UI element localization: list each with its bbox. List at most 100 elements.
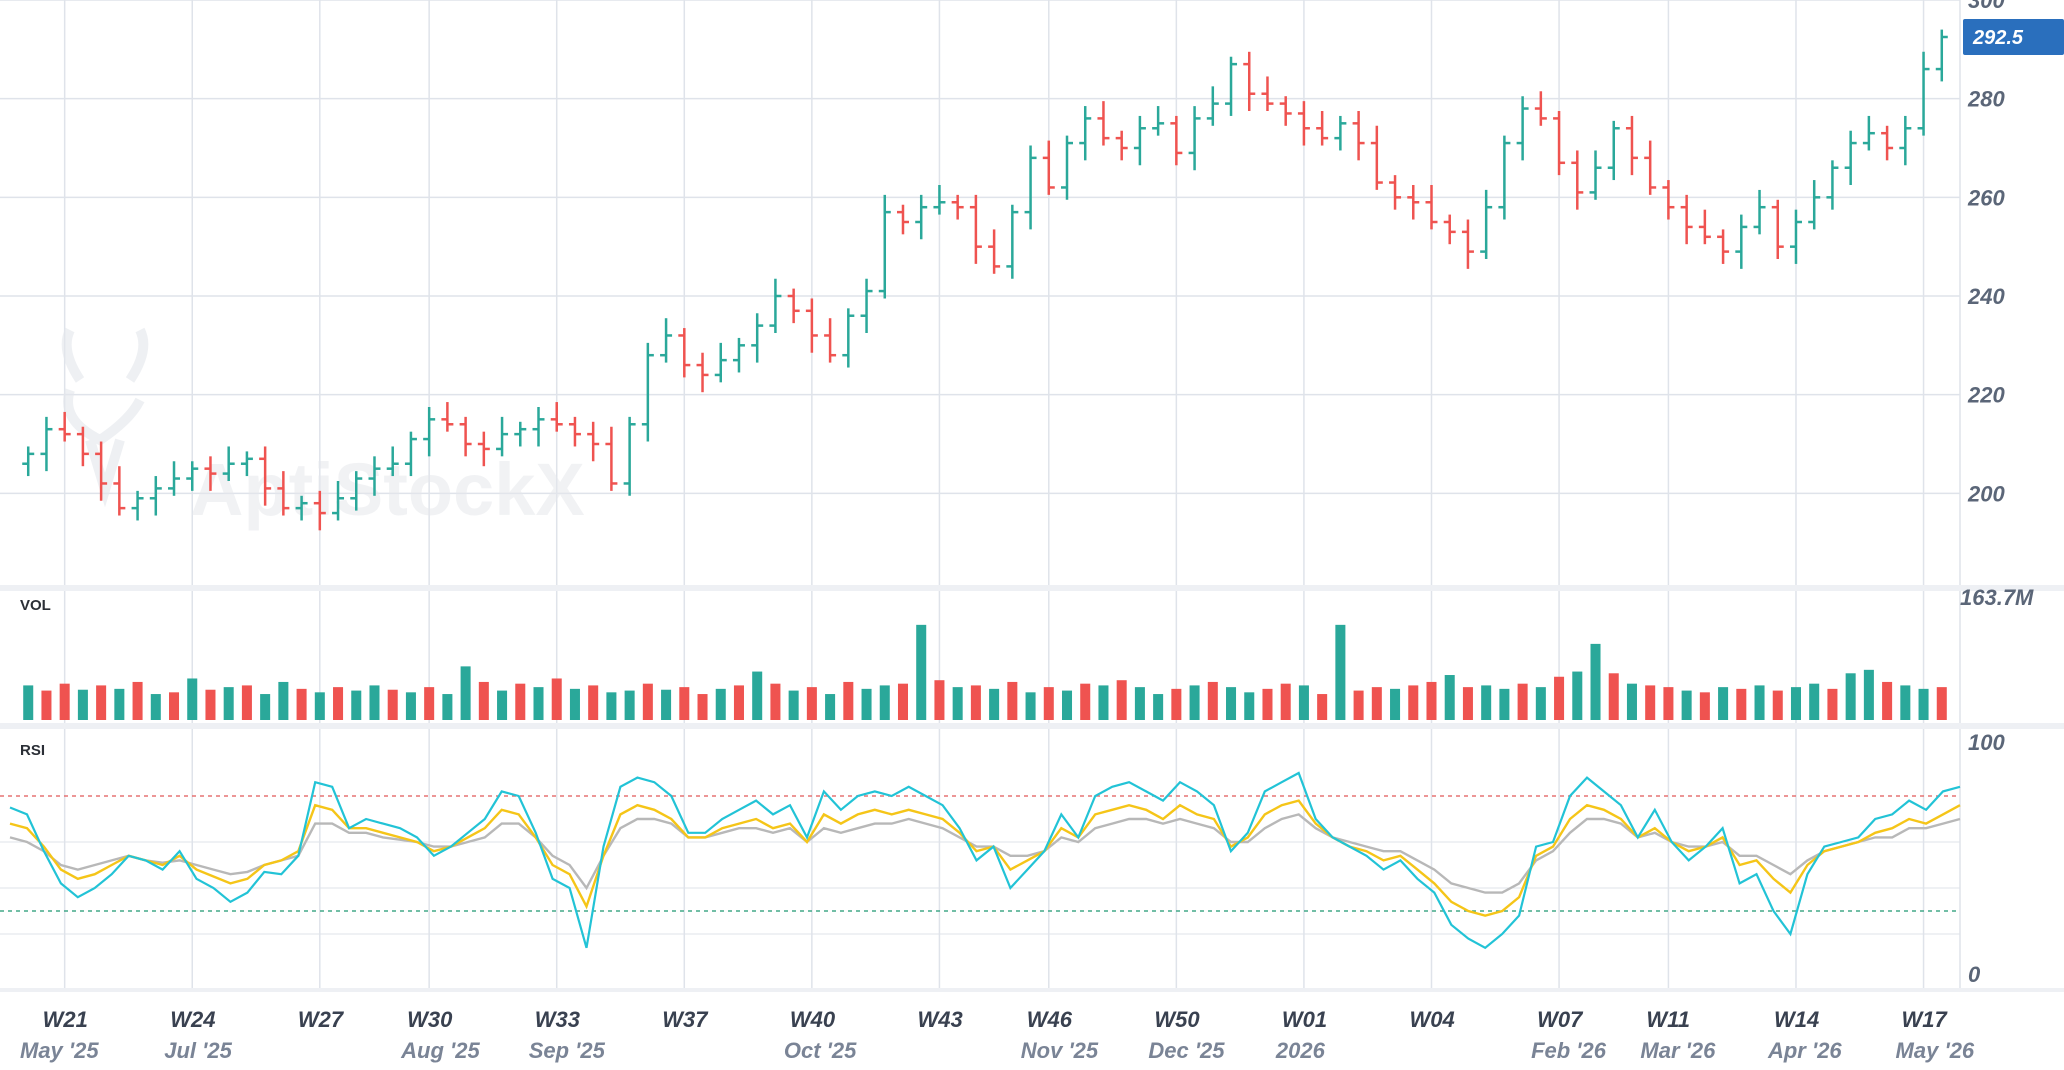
month-tick-label: Dec '25 [1148, 1038, 1225, 1063]
ohlc-bar [368, 456, 381, 496]
price-tick-label: 240 [1967, 284, 2005, 309]
volume-bar [1845, 673, 1856, 720]
ohlc-bar [496, 416, 509, 457]
ohlc-bar [988, 229, 1001, 274]
ohlc-bar [131, 490, 144, 521]
volume-bar [1280, 683, 1291, 720]
ohlc-bar [824, 318, 837, 363]
ohlc-bar [1826, 160, 1839, 210]
volume-bar [1608, 673, 1619, 720]
volume-bar [1298, 685, 1309, 720]
rsi-pane-label: RSI [20, 742, 45, 759]
volume-bar [1371, 687, 1382, 720]
week-tick-label: W27 [298, 1007, 345, 1032]
month-tick-label: May '25 [20, 1038, 99, 1063]
ohlc-bar [550, 402, 563, 432]
ohlc-bar [1206, 86, 1219, 126]
ohlc-bar [787, 288, 800, 324]
volume-bar [1718, 687, 1729, 720]
ohlc-bar [842, 308, 855, 368]
ohlc-bar [732, 337, 745, 373]
week-tick-label: W14 [1774, 1007, 1819, 1032]
volume-pane-label: VOL [20, 597, 51, 614]
ohlc-bar [1133, 115, 1146, 166]
price-pane[interactable] [22, 29, 1948, 531]
volume-bar [897, 683, 909, 720]
volume-bar [150, 694, 161, 720]
ohlc-bar [641, 342, 654, 442]
ohlc-bar [22, 446, 35, 477]
volume-bar [879, 685, 890, 720]
month-tick-label: Sep '25 [529, 1038, 606, 1063]
ohlc-bar [332, 481, 345, 521]
ohlc-bar [1079, 106, 1092, 161]
ohlc-bar [1170, 115, 1183, 166]
volume-bar [1244, 692, 1255, 720]
volume-bar [41, 690, 52, 720]
volume-bar [460, 666, 471, 720]
time-axis: W21 W24 W27 W30 W33 W37 W40 W43 W46 W50 W01 W04 W07 W… [20, 1007, 1975, 1063]
volume-bar [606, 692, 617, 720]
ohlc-bar [204, 456, 217, 491]
ohlc-bar [605, 426, 618, 491]
volume-bar [1444, 675, 1455, 720]
volume-bar [1481, 685, 1492, 720]
ohlc-bar [1115, 130, 1128, 161]
ohlc-bar [1789, 209, 1802, 264]
ohlc-bar [587, 421, 600, 462]
volume-bar [1754, 685, 1765, 720]
ohlc-bar [568, 416, 581, 447]
ohlc-bar [1644, 140, 1657, 195]
volume-bar [478, 681, 489, 720]
volume-bar [369, 685, 380, 720]
volume-bar [1207, 681, 1218, 720]
volume-bar [442, 694, 453, 720]
volume-bar [569, 688, 580, 720]
ohlc-bar [1917, 51, 1930, 136]
month-tick-label: Aug '25 [400, 1038, 480, 1063]
ohlc-bar [1279, 96, 1292, 126]
watermark: AptiStockX [61, 327, 585, 531]
volume-bar [1809, 683, 1820, 720]
week-tick-label: W50 [1154, 1007, 1200, 1032]
volume-bar [187, 678, 198, 720]
ohlc-bar [350, 471, 363, 511]
month-tick-label: Nov '25 [1021, 1038, 1099, 1063]
price-tick-label: 300 [1968, 0, 2005, 13]
volume-bar [1572, 671, 1583, 720]
volume-bar [1645, 685, 1656, 720]
volume-pane[interactable] [23, 624, 1947, 720]
ohlc-bar [1297, 101, 1310, 146]
ohlc-bar [1534, 91, 1547, 126]
volume-bar [1918, 688, 1929, 720]
volume-bar [132, 681, 143, 720]
rsi-pane[interactable] [0, 771, 1961, 950]
ohlc-bar [532, 407, 545, 447]
ohlc-bar [1243, 51, 1256, 111]
ohlc-bar [1717, 229, 1730, 264]
bull-logo-icon [61, 327, 149, 508]
volume-bar [1554, 676, 1565, 720]
month-tick-label: Mar '26 [1640, 1038, 1716, 1063]
volume-bar [752, 671, 763, 720]
volume-bar [1025, 692, 1036, 720]
ohlc-bar [1935, 29, 1948, 82]
volume-bar [1189, 685, 1200, 720]
month-tick-label: Feb '26 [1531, 1038, 1607, 1063]
ohlc-bar [1061, 135, 1074, 200]
week-tick-label: W43 [917, 1007, 962, 1032]
ohlc-bar [514, 421, 527, 447]
volume-bar [96, 685, 107, 720]
volume-bar [1098, 685, 1109, 720]
volume-bar [989, 688, 1000, 720]
ohlc-bar [76, 426, 89, 467]
week-tick-label: W11 [1646, 1007, 1690, 1032]
volume-bar [497, 690, 508, 720]
volume-bar [715, 688, 726, 720]
volume-bar [223, 687, 234, 720]
ohlc-bar [696, 352, 709, 393]
volume-bar [642, 683, 653, 720]
ohlc-bar [969, 194, 982, 264]
volume-bar [1462, 687, 1473, 720]
